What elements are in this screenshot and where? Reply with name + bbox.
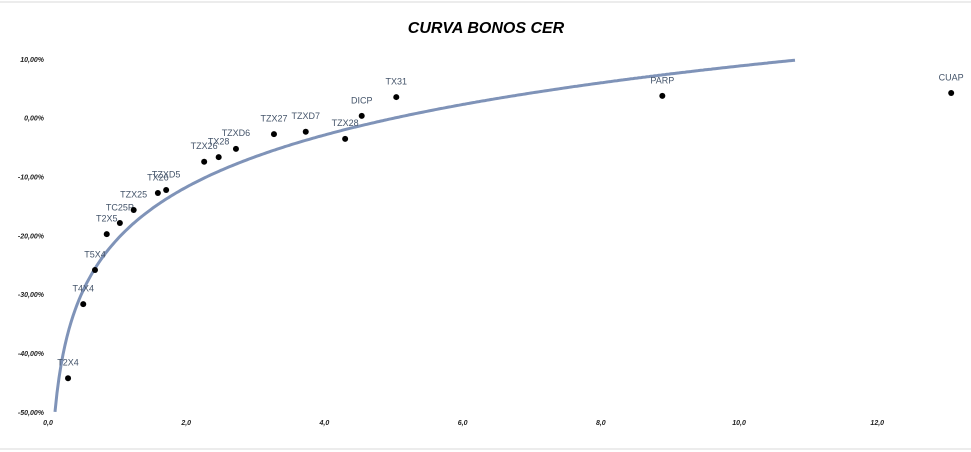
x-tick-label: 8,0 — [596, 420, 606, 427]
point-label: TZX25 — [120, 189, 147, 199]
y-tick-label: -40,00% — [18, 351, 45, 358]
point-label: TX26 — [147, 172, 169, 182]
y-tick-label: 10,00% — [20, 57, 45, 64]
point-label: TZX28 — [332, 118, 359, 128]
point-label: TZX26 — [191, 141, 218, 151]
point — [232, 145, 239, 152]
point-label: CUAP — [939, 72, 964, 82]
point — [80, 301, 87, 308]
point — [215, 154, 222, 161]
y-tick-label: 0,00% — [24, 116, 45, 123]
x-tick-label: 12,0 — [870, 420, 884, 427]
point — [154, 189, 161, 196]
point-label: TZXD7 — [291, 111, 320, 121]
point-label: T4X4 — [72, 284, 94, 294]
point-label: DICP — [351, 95, 373, 105]
chart-title: CURVA BONOS CER — [408, 20, 565, 37]
point-label: TX31 — [386, 76, 408, 86]
x-tick-label: 10,0 — [732, 420, 746, 427]
point — [948, 89, 955, 96]
point — [393, 94, 400, 101]
point — [342, 135, 349, 142]
point — [103, 231, 110, 238]
point-label: T2X4 — [57, 358, 79, 368]
x-tick-label: 0,0 — [43, 420, 53, 427]
point-label: TX28 — [208, 136, 230, 146]
point-label: T2X5 — [96, 214, 118, 224]
point-label: TC25P — [106, 202, 134, 212]
point — [270, 131, 277, 138]
point — [65, 375, 72, 382]
point — [302, 128, 309, 135]
point — [201, 158, 208, 165]
y-tick-label: -30,00% — [18, 292, 45, 299]
point — [659, 92, 666, 99]
point-label: TZXD6 — [222, 128, 251, 138]
y-tick-label: -20,00% — [18, 233, 45, 240]
point — [116, 219, 123, 226]
point-label: TZX27 — [260, 114, 287, 124]
x-tick-label: 6,0 — [458, 420, 468, 427]
y-tick-label: -50,00% — [18, 410, 45, 417]
x-tick-label: 4,0 — [319, 420, 330, 427]
point-label: PARP — [650, 75, 674, 85]
x-tick-label: 2,0 — [180, 420, 191, 427]
point-label: T5X4 — [84, 249, 106, 259]
point — [358, 112, 365, 119]
y-tick-label: -10,00% — [18, 175, 45, 182]
trendline — [53, 58, 796, 413]
point — [130, 207, 137, 214]
point — [91, 267, 98, 274]
point-label: TZXD5 — [152, 169, 181, 179]
point — [163, 187, 170, 194]
